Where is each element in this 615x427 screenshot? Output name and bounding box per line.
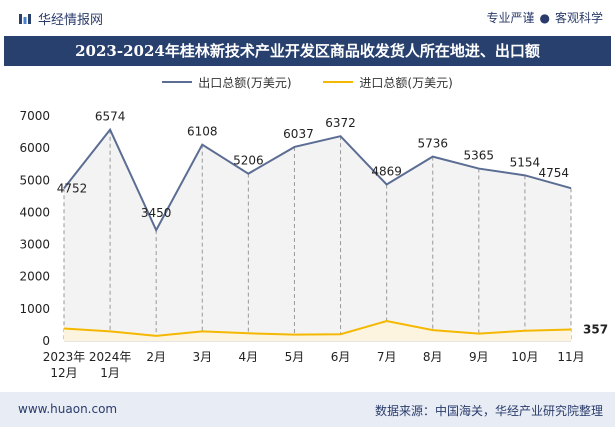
- y-tick-label-3: 3000: [19, 238, 50, 252]
- y-tick-label-6: 6000: [19, 141, 50, 155]
- y-tick-label-1: 1000: [19, 302, 50, 316]
- brand-logo-icon: [19, 13, 31, 24]
- footer-source: 数据来源：中国海关，华经产业研究院整理: [374, 404, 603, 418]
- brand-name: 华经情报网: [38, 13, 104, 28]
- export-data-label-10: 5154: [510, 155, 541, 169]
- x-tick-label-5: 5月: [285, 350, 305, 364]
- legend-import-label: 进口总额(万美元): [359, 75, 453, 90]
- export-data-label-11: 4754: [538, 166, 569, 180]
- x-tick-label-9: 9月: [469, 350, 489, 364]
- y-tick-label-0: 0: [42, 334, 50, 348]
- legend-export-swatch: [162, 81, 193, 83]
- export-data-label-6: 6372: [325, 116, 356, 130]
- export-data-label-1: 6574: [95, 110, 126, 124]
- chart-plot: 0 1000 2000 3000 4000 5000 6000 7000 4752 6574 345…: [19, 109, 608, 380]
- legend-export-label: 出口总额(万美元): [198, 75, 292, 90]
- x-tick-label-4: 4月: [239, 350, 259, 364]
- x-tick-label-1-line1: 1月: [100, 366, 120, 380]
- legend-import[interactable]: 进口总额(万美元): [323, 74, 453, 91]
- tagline: 专业严谨 ● 客观科学: [486, 9, 603, 26]
- export-data-label-4: 5206: [233, 154, 264, 168]
- chart-legend: 出口总额(万美元) 进口总额(万美元): [0, 72, 615, 91]
- x-tick-label-6: 6月: [331, 350, 351, 364]
- y-tick-label-2: 2000: [19, 270, 50, 284]
- chart-title: 2023-2024年桂林新技术产业开发区商品收发货人所在地进、出口额: [4, 36, 611, 66]
- tagline-left: 专业严谨: [486, 11, 535, 25]
- export-data-label-2: 3450: [141, 206, 172, 220]
- x-tick-label-11: 11月: [557, 350, 584, 364]
- x-tick-label-7: 7月: [377, 350, 397, 364]
- export-data-label-7: 4869: [371, 164, 402, 178]
- y-tick-label-7: 7000: [19, 109, 50, 123]
- brand[interactable]: 华经情报网: [18, 9, 103, 28]
- export-data-label-5: 6037: [283, 127, 314, 141]
- y-tick-label-4: 4000: [19, 205, 50, 219]
- x-tick-label-10: 10月: [511, 350, 538, 364]
- export-data-label-0: 4752: [57, 181, 88, 195]
- y-tick-label-5: 5000: [19, 173, 50, 187]
- import-data-label-last: 357: [583, 323, 608, 337]
- x-tick-label-2: 2月: [146, 350, 166, 364]
- x-tick-label-8: 8月: [423, 350, 443, 364]
- bullet-icon: ●: [539, 11, 550, 25]
- legend-export[interactable]: 出口总额(万美元): [162, 74, 292, 91]
- export-line: [63, 127, 572, 233]
- export-data-label-3: 6108: [187, 125, 218, 139]
- import-area: [64, 321, 571, 341]
- tagline-right: 客观科学: [554, 11, 603, 25]
- footer: www.huaon.com 数据来源：中国海关，华经产业研究院整理: [0, 392, 615, 427]
- x-tick-label-0-line1: 12月: [50, 366, 77, 380]
- import-line: [63, 320, 572, 337]
- x-tick-label-3: 3月: [192, 350, 212, 364]
- x-tick-label-1-line0: 2024年: [89, 350, 132, 364]
- top-bar: 华经情报网 专业严谨 ● 客观科学: [0, 0, 615, 36]
- export-data-label-9: 5365: [464, 149, 495, 163]
- export-area: [64, 129, 571, 341]
- legend-import-swatch: [323, 81, 354, 83]
- export-data-label-8: 5736: [417, 137, 448, 151]
- x-tick-label-0-line0: 2023年: [43, 350, 86, 364]
- footer-site-link[interactable]: www.huaon.com: [18, 402, 118, 416]
